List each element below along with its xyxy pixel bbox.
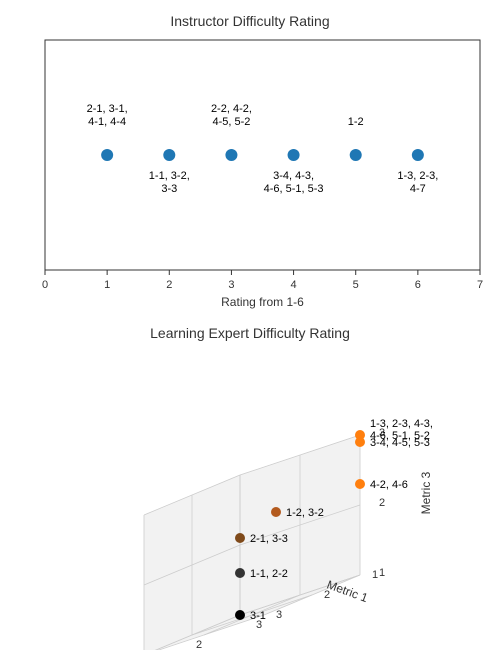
xtick-label: 0 xyxy=(42,279,48,291)
rating-annotation: 1-3, 2-3, xyxy=(397,170,438,182)
m3-tick: 1 xyxy=(379,567,385,579)
m1-tick: 1 xyxy=(372,569,378,581)
xtick-label: 1 xyxy=(104,279,110,291)
expert-point xyxy=(355,430,365,440)
learning-expert-chart: Learning Expert Difficulty Rating 1 2 3 1 2 3… xyxy=(10,320,491,650)
rating-annotation: 4-1, 4-4 xyxy=(88,116,126,128)
expert-annotation: 1-3, 2-3, 4-3, xyxy=(370,418,433,430)
m3-label: Metric 3 xyxy=(419,471,433,514)
expert-annotation: 1-2, 3-2 xyxy=(286,507,324,519)
m3-tick: 2 xyxy=(379,497,385,509)
rating-point xyxy=(412,149,424,161)
top-chart-title: Instructor Difficulty Rating xyxy=(170,13,329,29)
expert-point xyxy=(235,568,245,578)
expert-annotation: 4-6, 5-1, 5-2 xyxy=(370,430,430,442)
rating-annotation: 4-6, 5-1, 5-3 xyxy=(264,183,324,195)
m1-tick: 3 xyxy=(276,609,282,621)
expert-annotation: 2-1, 3-3 xyxy=(250,533,288,545)
rating-annotation: 3-4, 4-3, xyxy=(273,170,314,182)
xtick-label: 4 xyxy=(291,279,297,291)
instructor-rating-chart: Instructor Difficulty Rating 0 1 2 3 4 5 6 7 Rat… xyxy=(10,10,491,310)
rating-annotation: 2-1, 3-1, xyxy=(87,103,128,115)
xtick-label: 7 xyxy=(477,279,483,291)
rating-point xyxy=(163,149,175,161)
xtick-label: 5 xyxy=(353,279,359,291)
rating-annotation: 4-5, 5-2 xyxy=(212,116,250,128)
rating-annotation: 3-3 xyxy=(161,183,177,195)
xtick-label: 2 xyxy=(166,279,172,291)
top-xlabel: Rating from 1-6 xyxy=(221,295,304,309)
expert-annotation: 3-1 xyxy=(250,610,266,622)
expert-annotation: 1-1, 2-2 xyxy=(250,568,288,580)
m2-tick: 2 xyxy=(196,639,202,650)
expert-point xyxy=(235,610,245,620)
xtick-label: 3 xyxy=(228,279,234,291)
expert-point xyxy=(271,507,281,517)
rating-point xyxy=(101,149,113,161)
rating-annotation: 1-2 xyxy=(348,116,364,128)
rating-point xyxy=(350,149,362,161)
expert-annotation: 4-2, 4-6 xyxy=(370,479,408,491)
xtick-label: 6 xyxy=(415,279,421,291)
rating-annotation: 1-1, 3-2, xyxy=(149,170,190,182)
rating-point xyxy=(225,149,237,161)
m1-label: Metric 1 xyxy=(325,577,370,605)
expert-point xyxy=(235,533,245,543)
expert-point xyxy=(355,479,365,489)
rating-annotation: 4-7 xyxy=(410,183,426,195)
bottom-chart-title: Learning Expert Difficulty Rating xyxy=(150,325,350,341)
rating-annotation: 2-2, 4-2, xyxy=(211,103,252,115)
rating-point xyxy=(288,149,300,161)
